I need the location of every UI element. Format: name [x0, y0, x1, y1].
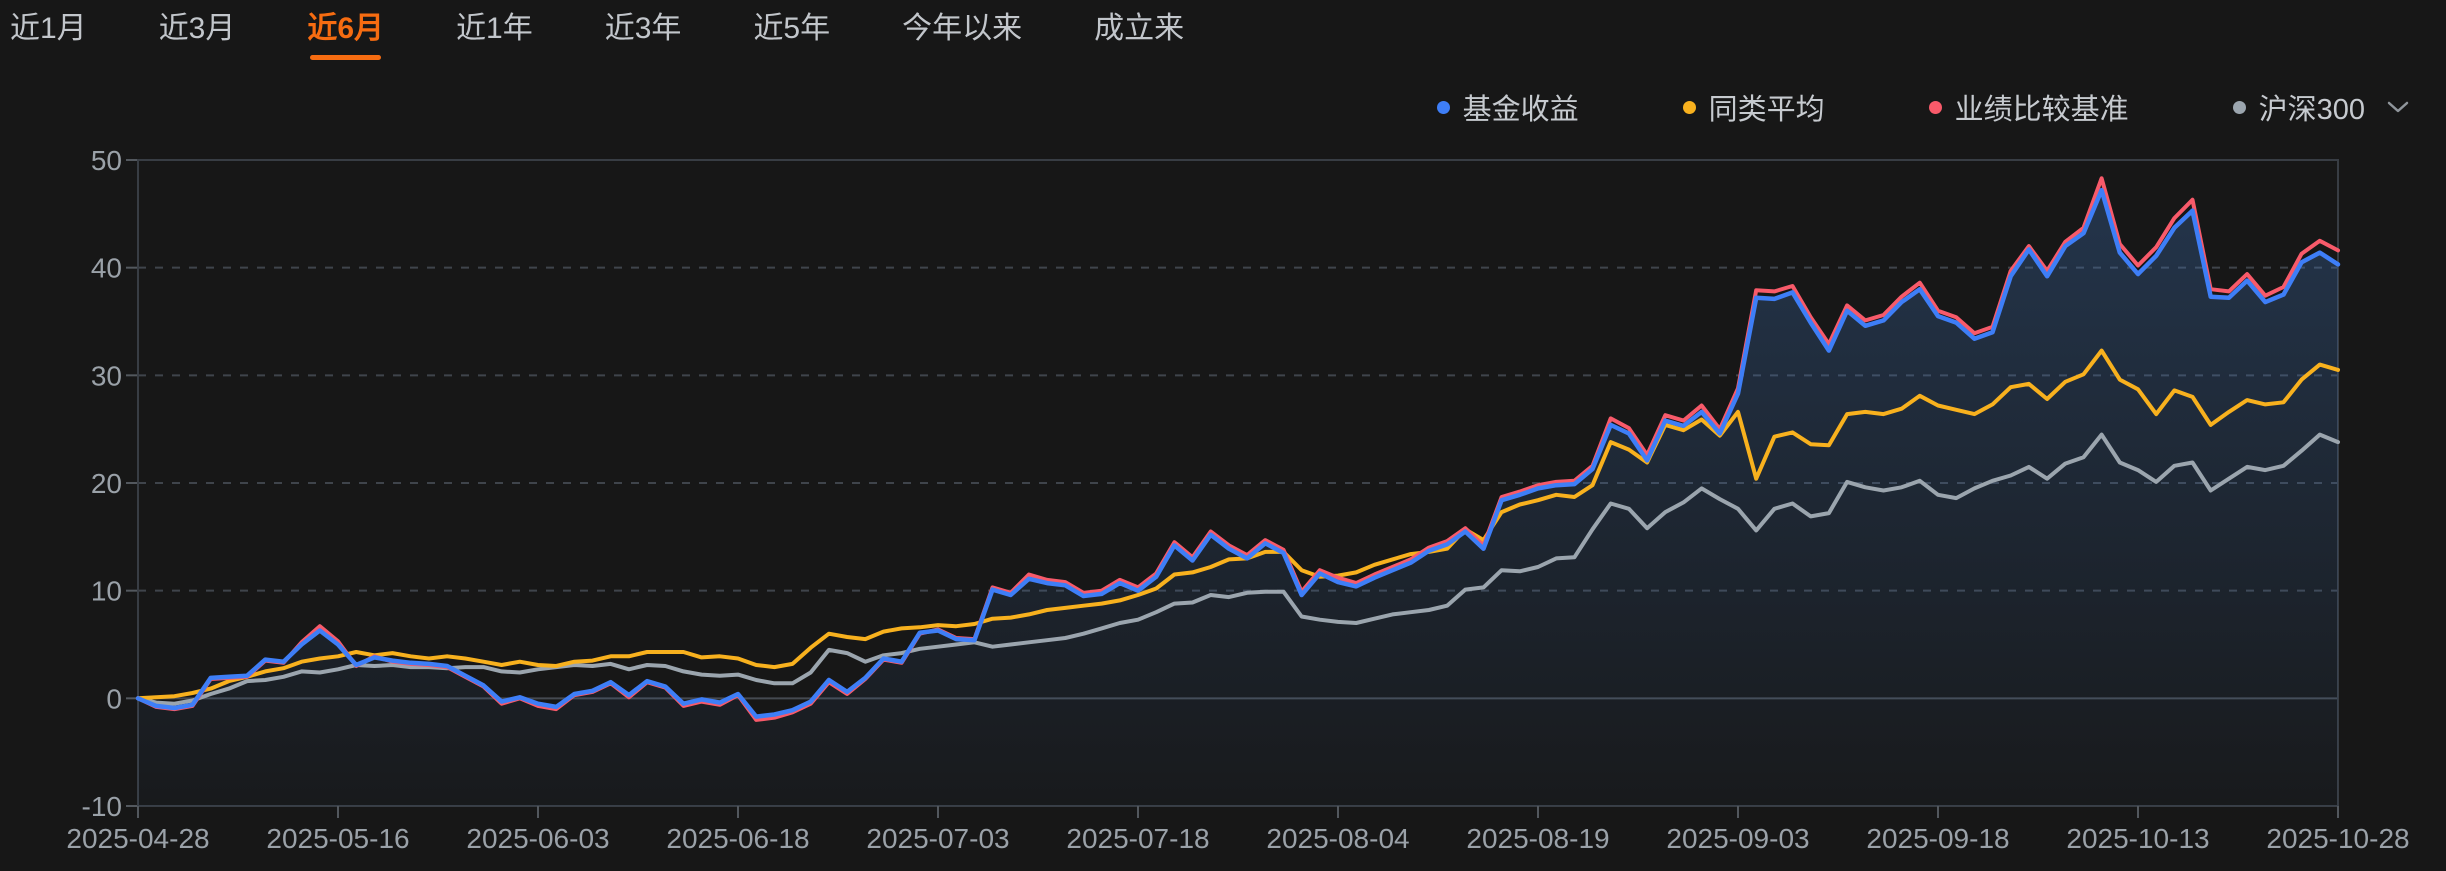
tab-6m[interactable]: 近6月: [307, 10, 384, 60]
tab-5y[interactable]: 近5年: [753, 12, 831, 45]
x-axis-label: 2025-10-13: [2066, 823, 2209, 854]
x-axis-label: 2025-04-28: [66, 823, 209, 854]
y-axis-label: 50: [91, 145, 122, 176]
chevron-down-icon[interactable]: [2386, 99, 2410, 115]
x-axis-label: 2025-06-18: [666, 823, 809, 854]
legend-dot: [2232, 100, 2246, 114]
x-axis-label: 2025-07-03: [866, 823, 1009, 854]
x-axis-label: 2025-09-18: [1866, 823, 2009, 854]
tab-ytd[interactable]: 今年以来: [902, 12, 1023, 45]
legend-peer-average[interactable]: 同类平均: [1682, 86, 1825, 128]
legend-label: 基金收益: [1462, 94, 1579, 126]
y-axis-label: 30: [91, 360, 122, 391]
x-axis-label: 2025-08-04: [1266, 823, 1409, 854]
series-fund-area: [138, 190, 2338, 807]
legend-dot: [1682, 100, 1696, 114]
legend-dot: [1928, 100, 1942, 114]
x-axis-label: 2025-05-16: [266, 823, 409, 854]
legend-label: 业绩比较基准: [1954, 94, 2129, 126]
legend-csi300[interactable]: 沪深300: [2232, 86, 2410, 128]
legend-benchmark[interactable]: 业绩比较基准: [1928, 86, 2129, 128]
y-axis-label: 0: [106, 683, 122, 714]
legend-fund[interactable]: 基金收益: [1436, 86, 1579, 128]
period-tab-bar: 近1月 近3月 近6月 近1年 近3年 近5年 今年以来 成立来: [10, 10, 1185, 60]
x-axis-label: 2025-06-03: [466, 823, 609, 854]
series-peer-average-line: [136, 348, 2340, 701]
legend-label: 沪深300: [2258, 94, 2365, 126]
tab-1m[interactable]: 近1月: [10, 12, 87, 45]
x-axis-label: 2025-07-18: [1066, 823, 1209, 854]
y-axis-label: -10: [82, 791, 122, 822]
tab-inception[interactable]: 成立来: [1094, 12, 1185, 45]
y-axis-label: 10: [91, 576, 122, 607]
x-axis-label: 2025-09-03: [1666, 823, 1809, 854]
x-axis-label: 2025-10-28: [2266, 823, 2409, 854]
legend-dot: [1436, 100, 1450, 114]
x-axis-label: 2025-08-19: [1466, 823, 1609, 854]
series-csi300-line: [136, 432, 2340, 706]
legend-label: 同类平均: [1708, 94, 1825, 126]
tab-3y[interactable]: 近3年: [604, 12, 682, 45]
chart-legend: 基金收益 同类平均 业绩比较基准 沪深300: [1436, 86, 2410, 128]
y-axis-label: 20: [91, 468, 122, 499]
tab-3m[interactable]: 近3月: [158, 12, 236, 45]
series-fund-line: [135, 187, 2341, 719]
tab-1y[interactable]: 近1年: [456, 12, 533, 45]
y-axis-label: 40: [91, 253, 122, 284]
